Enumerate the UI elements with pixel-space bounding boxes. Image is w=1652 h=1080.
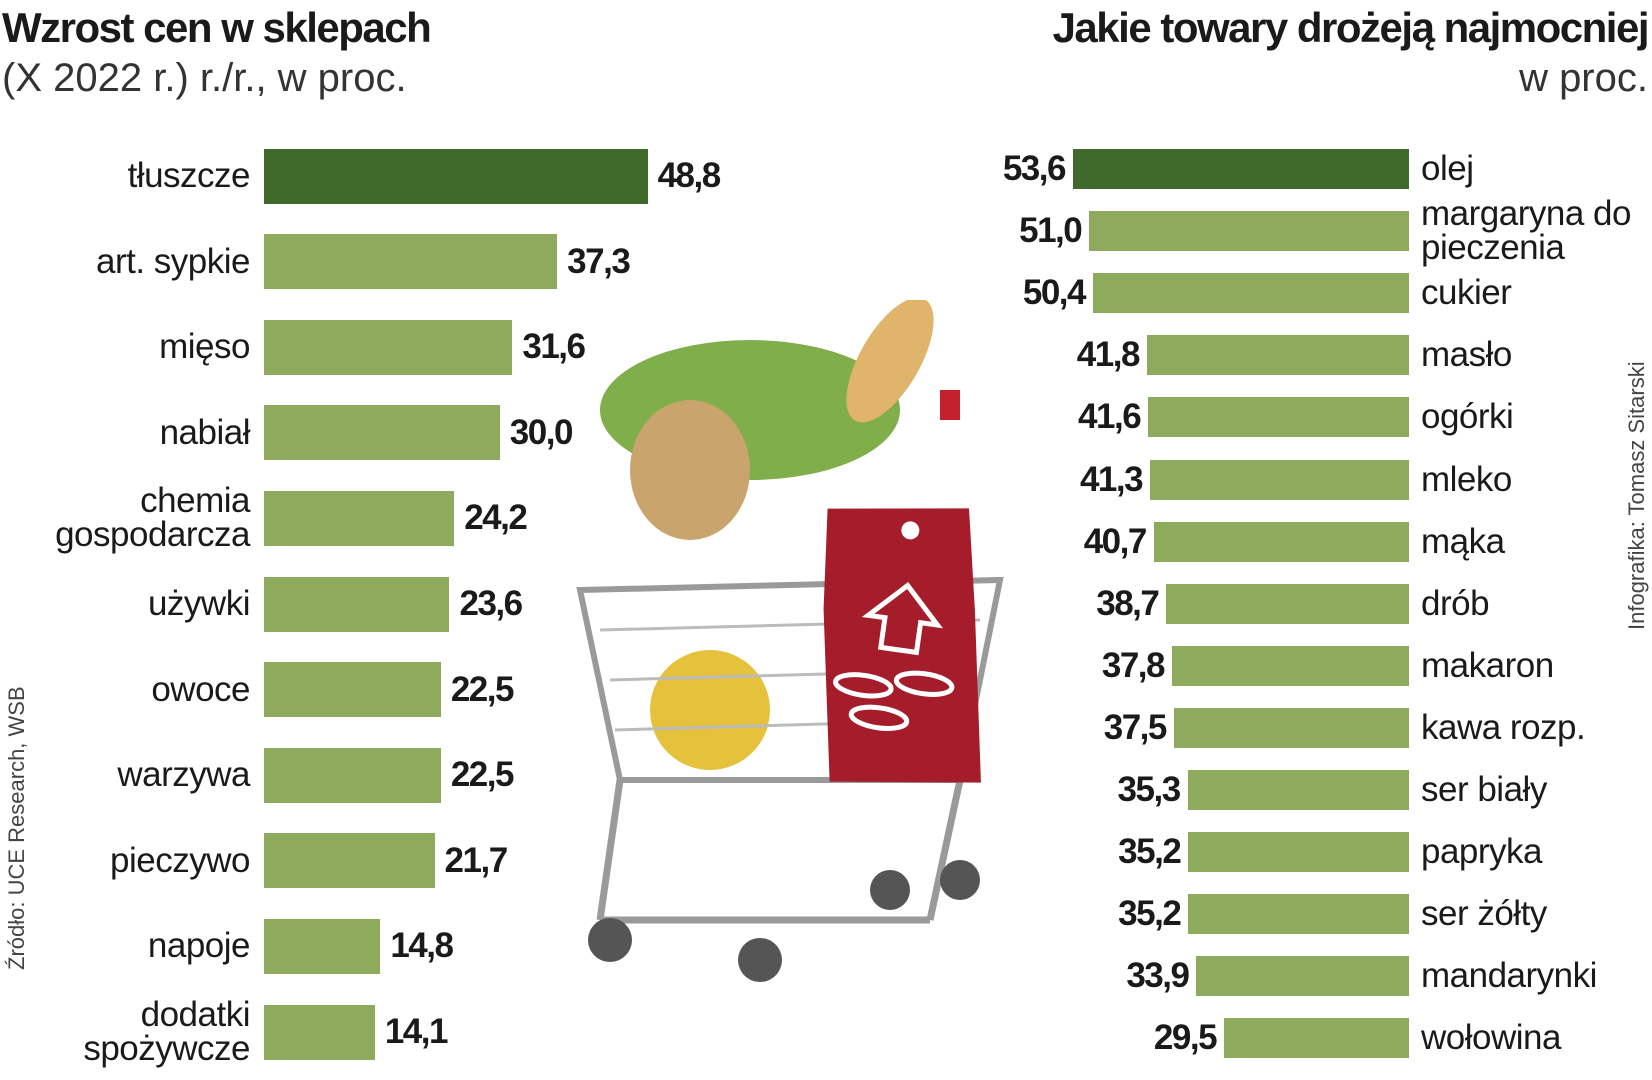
bar — [1146, 335, 1409, 376]
category-label: używki — [147, 584, 251, 623]
bar — [264, 662, 441, 718]
bar — [264, 833, 435, 889]
value-label: 38,7 — [1096, 583, 1160, 623]
bar — [264, 234, 558, 290]
category-label: warzywa — [117, 755, 250, 795]
value-label: 22,5 — [450, 755, 515, 795]
bar — [1092, 273, 1409, 314]
category-label: kawa rozp. — [1421, 707, 1586, 747]
category-label: olej — [1421, 149, 1474, 188]
category-label: mleko — [1421, 459, 1512, 499]
category-label: dodatki spożywcze — [83, 995, 250, 1068]
category-label: masło — [1421, 335, 1512, 375]
value-label: 41,8 — [1076, 335, 1141, 375]
value-label: 35,2 — [1118, 832, 1182, 872]
value-label: 14,1 — [384, 1012, 449, 1051]
source-note: Źródło: UCE Research, WSB — [4, 686, 29, 970]
category-label: art. sypkie — [96, 241, 251, 281]
bar — [1150, 459, 1409, 500]
category-label: mąka — [1421, 521, 1505, 561]
value-label: 40,7 — [1083, 521, 1148, 561]
category-label: margaryna do pieczenia — [1421, 194, 1631, 268]
cart-illustration — [576, 300, 1004, 982]
value-label: 21,7 — [444, 840, 509, 880]
bar — [1188, 894, 1409, 935]
category-label: papryka — [1421, 832, 1543, 872]
category-label: tłuszcze — [127, 156, 251, 195]
bar — [1224, 1018, 1409, 1059]
chart-subtitle: (X 2022 r.) r./r., w proc. — [2, 56, 407, 100]
bar — [264, 576, 450, 632]
bar — [1072, 149, 1409, 189]
bar — [264, 148, 648, 204]
value-label: 35,3 — [1117, 770, 1182, 809]
bar — [1148, 397, 1409, 438]
value-label: 30,0 — [509, 412, 574, 452]
category-label: ser żółty — [1421, 894, 1547, 934]
category-label: mandarynki — [1421, 956, 1597, 996]
value-label: 53,6 — [1002, 149, 1067, 188]
credit-note: Infografika: Tomasz Sitarski — [1624, 361, 1649, 630]
chart-subtitle: w proc. — [1519, 56, 1648, 100]
category-label: pieczywo — [110, 840, 250, 880]
bar — [1196, 956, 1409, 997]
value-label: 41,6 — [1078, 397, 1142, 437]
value-label: 29,5 — [1153, 1018, 1218, 1058]
value-label: 23,6 — [459, 584, 523, 623]
value-label: 33,9 — [1126, 956, 1190, 996]
value-label: 51,0 — [1019, 211, 1083, 251]
category-label: ser biały — [1421, 770, 1547, 809]
bar — [1153, 521, 1409, 562]
bar — [1188, 832, 1409, 873]
bar — [1166, 583, 1409, 624]
category-label: nabiał — [159, 412, 251, 452]
value-label: 35,2 — [1118, 894, 1182, 934]
category-label: cukier — [1421, 273, 1512, 313]
value-label: 22,5 — [450, 669, 515, 709]
category-label: owoce — [151, 669, 250, 709]
bar — [264, 490, 455, 546]
value-label: 37,3 — [567, 241, 631, 281]
value-label: 31,6 — [522, 327, 586, 367]
value-label: 14,8 — [390, 926, 454, 966]
category-label: wołowina — [1421, 1018, 1561, 1058]
value-label: 48,8 — [657, 156, 722, 195]
bar — [264, 319, 513, 375]
category-label: ogórki — [1421, 397, 1514, 437]
chart-title: Jakie towary drożeją najmocniej — [1052, 4, 1650, 51]
bar — [264, 1004, 375, 1060]
category-label: drób — [1421, 583, 1490, 623]
value-label: 41,3 — [1079, 459, 1144, 499]
chart-title: Wzrost cen w sklepach — [2, 4, 432, 51]
category-label: chemia gospodarcza — [55, 481, 250, 555]
bar — [1089, 211, 1409, 252]
bar — [264, 747, 441, 803]
bar — [1171, 645, 1409, 686]
bar — [1187, 770, 1409, 810]
value-label: 24,2 — [464, 498, 528, 538]
category-label: mięso — [159, 327, 250, 367]
category-label: makaron — [1421, 645, 1554, 685]
value-label: 37,5 — [1103, 707, 1168, 747]
bar — [1173, 707, 1409, 748]
bar — [264, 918, 381, 974]
value-label: 37,8 — [1101, 645, 1166, 685]
category-label: napoje — [147, 926, 251, 966]
bar — [264, 405, 500, 461]
value-label: 50,4 — [1022, 273, 1087, 313]
